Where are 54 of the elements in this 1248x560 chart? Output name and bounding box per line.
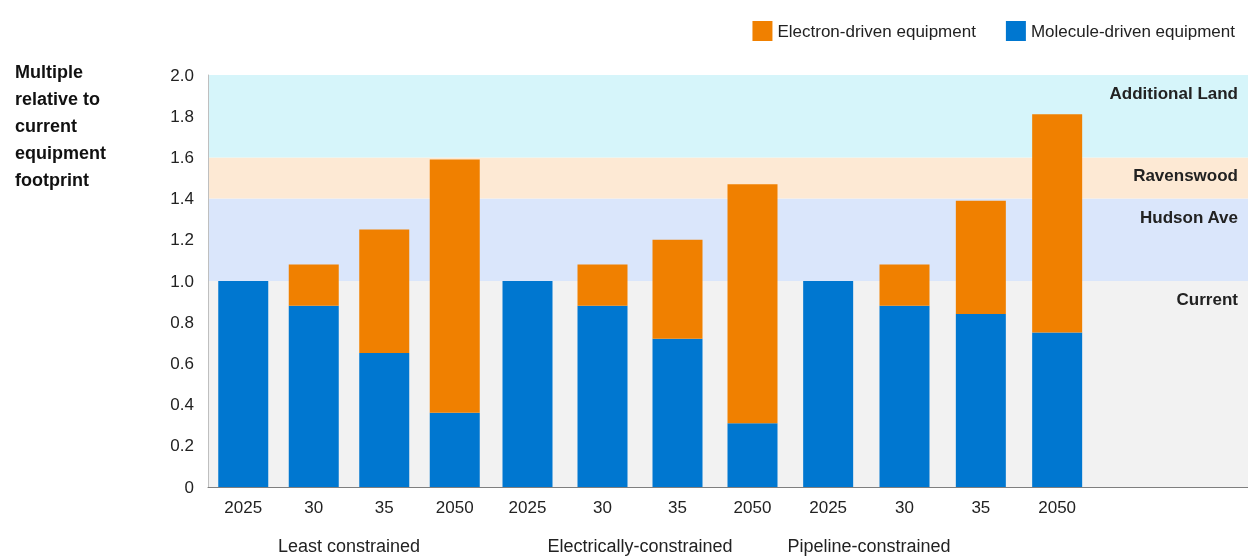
x-axis-title: Pipeline-constrained xyxy=(787,536,951,556)
x-tick-label: 30 xyxy=(304,498,324,517)
y-tick-label: 1.2 xyxy=(170,230,194,250)
legend-label: Electron-driven equipment xyxy=(777,21,977,41)
y-tick-label: 1.8 xyxy=(170,106,194,126)
x-tick-label: 2050 xyxy=(733,498,772,517)
bar xyxy=(288,264,339,306)
x-tick-label: 35 xyxy=(971,498,991,517)
x-tick-label: 2050 xyxy=(435,498,474,517)
y-tick-label: 1.6 xyxy=(170,147,194,167)
bar xyxy=(879,264,930,306)
band-label: Hudson Ave xyxy=(1140,207,1238,227)
band-label: Additional Land xyxy=(1109,84,1238,103)
bar xyxy=(218,281,269,487)
bar xyxy=(1032,114,1083,333)
bar xyxy=(429,159,480,413)
bar xyxy=(577,264,628,306)
x-tick-label: 35 xyxy=(668,498,687,517)
bar xyxy=(727,184,778,424)
y-axis-title: Multiple relative to current equipment footprint xyxy=(15,61,112,190)
x-tick-label: 2050 xyxy=(1038,498,1077,517)
y-tick-label: 1.0 xyxy=(170,271,194,291)
bar xyxy=(879,305,930,487)
y-tick-label: 0.2 xyxy=(170,436,194,456)
bar xyxy=(359,229,410,354)
x-tick-label: 30 xyxy=(593,498,612,517)
bar xyxy=(652,239,703,339)
bar xyxy=(652,338,703,487)
x-tick-label: 2025 xyxy=(224,498,263,517)
y-tick-label: 0.6 xyxy=(170,353,194,373)
legend-label: Molecule-driven equipment xyxy=(1030,21,1236,41)
x-axis-title: Electrically-constrained xyxy=(547,536,733,556)
bar xyxy=(727,423,778,487)
bar xyxy=(429,412,480,487)
bar xyxy=(1032,332,1083,487)
bar xyxy=(577,305,628,487)
x-tick-label: 35 xyxy=(374,498,394,517)
y-tick-label: 2.0 xyxy=(170,65,194,85)
y-tick-label: 0.8 xyxy=(170,312,194,332)
x-tick-label: 30 xyxy=(895,498,914,517)
bar xyxy=(502,281,553,487)
bar xyxy=(288,305,339,487)
band-label: Current xyxy=(1176,290,1239,309)
y-tick-label: 1.4 xyxy=(170,189,194,209)
bar xyxy=(955,313,1006,487)
y-tick-label: 0 xyxy=(184,477,194,497)
x-tick-label: 2025 xyxy=(508,498,547,517)
band-label: Ravenswood xyxy=(1133,166,1238,186)
y-tick-label: 0.4 xyxy=(170,395,194,415)
bar xyxy=(955,200,1006,314)
x-axis-title: Least constrained xyxy=(277,536,421,556)
x-tick-label: 2025 xyxy=(809,498,848,517)
bar xyxy=(359,353,410,487)
bar xyxy=(803,281,854,487)
